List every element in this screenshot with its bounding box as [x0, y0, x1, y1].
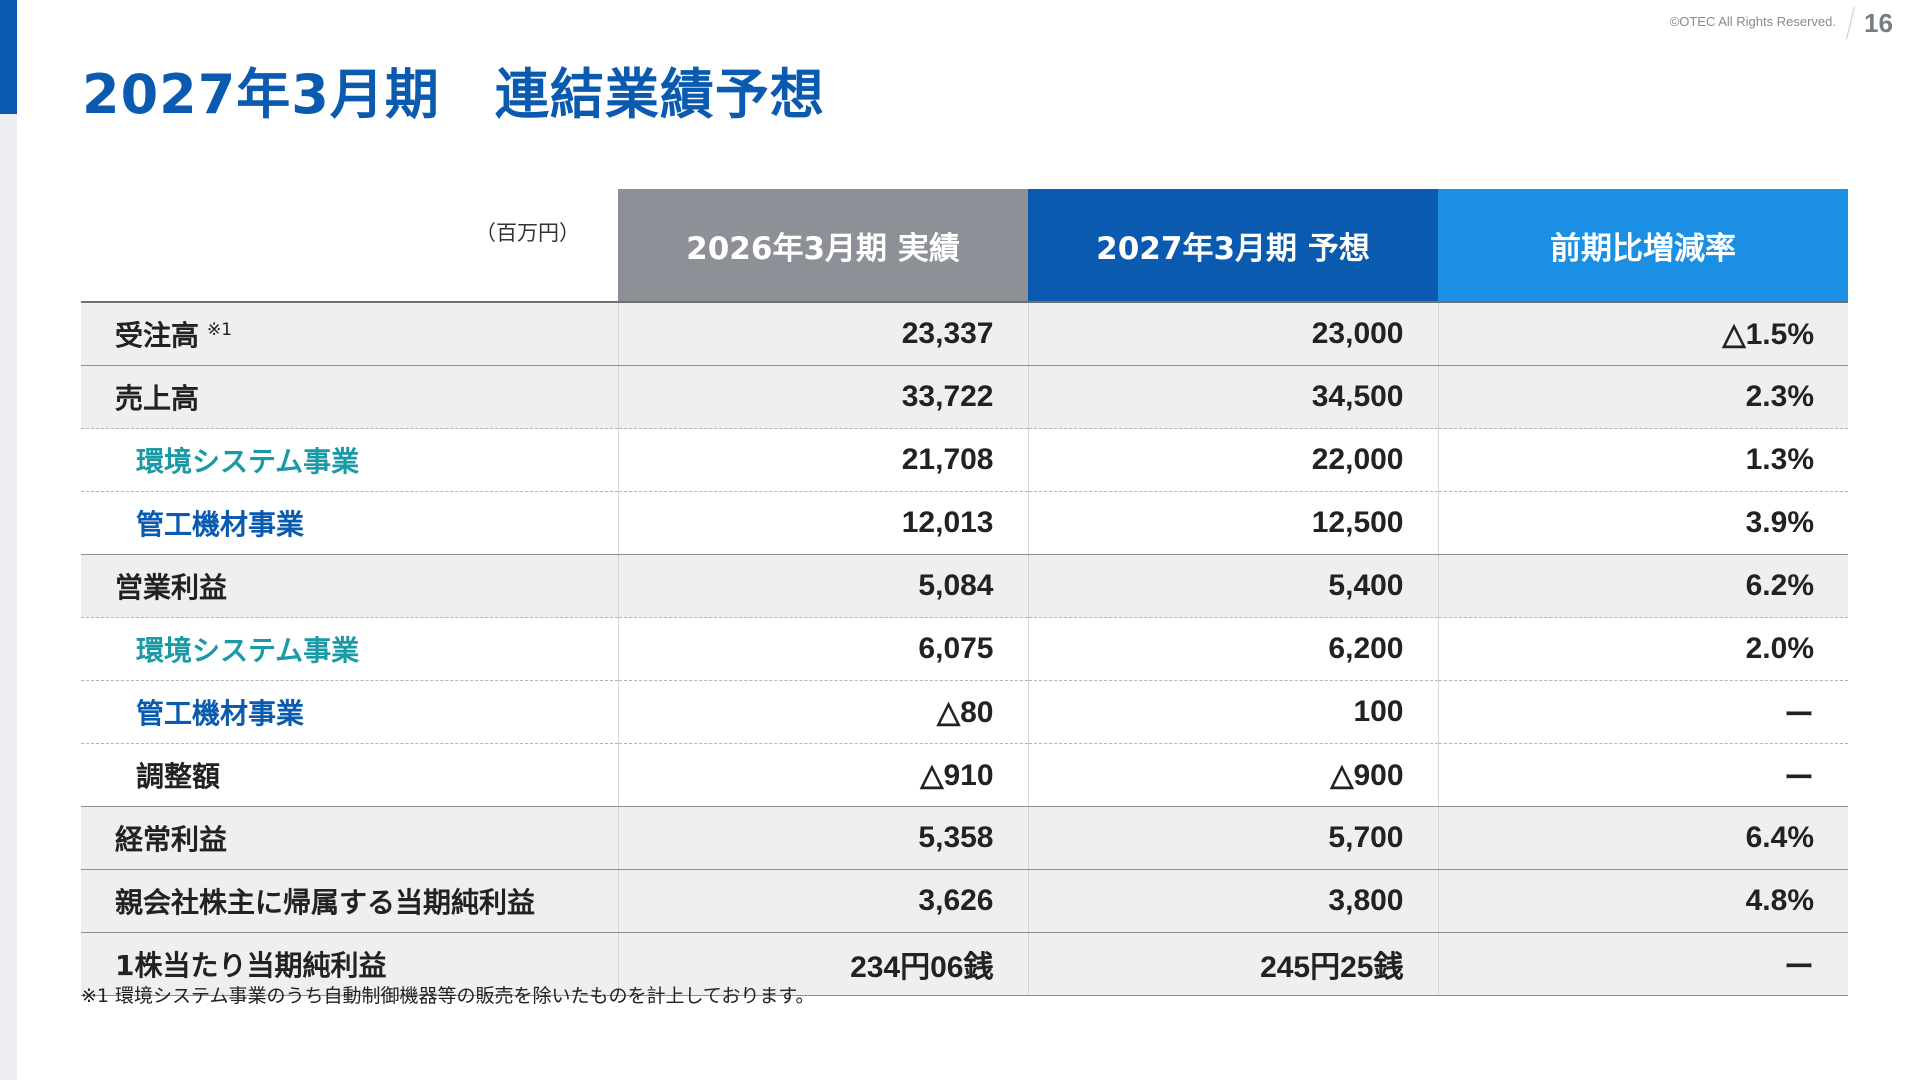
row-ordinary-profit: 経常利益 5,358 5,700 6.4%	[81, 806, 1848, 870]
row-label: 管工機材事業	[81, 491, 618, 555]
row-label: 管工機材事業	[81, 680, 618, 744]
cell-rate: ー	[1437, 743, 1848, 807]
cell-rate: △1.5%	[1437, 302, 1848, 366]
cell-forecast: 100	[1027, 680, 1438, 744]
cell-actual: 12,013	[617, 491, 1028, 555]
cell-forecast: 22,000	[1027, 428, 1438, 492]
cell-rate: 3.9%	[1437, 491, 1848, 555]
cell-rate: 6.2%	[1437, 554, 1848, 618]
cell-actual: 234円06銭	[617, 932, 1028, 996]
footnote: ※1 環境システム事業のうち自動制御機器等の販売を除いたものを計上しております。	[81, 985, 815, 1007]
row-op-environment: 環境システム事業 6,075 6,200 2.0%	[81, 617, 1848, 681]
table-header-row: （百万円） 2026年3月期 実績 2027年3月期 予想 前期比増減率	[81, 189, 1848, 303]
cell-actual: 5,358	[617, 806, 1028, 870]
row-orders: 受注高 ※1 23,337 23,000 △1.5%	[81, 302, 1848, 366]
page-title: 2027年3月期 連結業績予想	[82, 63, 825, 126]
cell-actual: 21,708	[617, 428, 1028, 492]
row-label: 親会社株主に帰属する当期純利益	[81, 869, 618, 933]
cell-rate: 6.4%	[1437, 806, 1848, 870]
row-label: 経常利益	[81, 806, 618, 870]
unit-label: （百万円）	[81, 189, 618, 303]
cell-forecast: 23,000	[1027, 302, 1438, 366]
column-header-rate: 前期比増減率	[1438, 189, 1848, 303]
cell-forecast: △900	[1027, 743, 1438, 807]
header-divider	[1845, 6, 1856, 40]
cell-forecast: 5,400	[1027, 554, 1438, 618]
cell-actual: 23,337	[617, 302, 1028, 366]
row-op-pipe: 管工機材事業 △80 100 ー	[81, 680, 1848, 744]
cell-forecast: 12,500	[1027, 491, 1438, 555]
cell-actual: △910	[617, 743, 1028, 807]
row-sales-pipe: 管工機材事業 12,013 12,500 3.9%	[81, 491, 1848, 555]
row-sales: 売上高 33,722 34,500 2.3%	[81, 365, 1848, 429]
cell-rate: 1.3%	[1437, 428, 1848, 492]
row-net-income: 親会社株主に帰属する当期純利益 3,626 3,800 4.8%	[81, 869, 1848, 933]
brand-accent-bar	[0, 0, 17, 114]
cell-rate: 4.8%	[1437, 869, 1848, 933]
cell-actual: △80	[617, 680, 1028, 744]
row-label: 環境システム事業	[81, 428, 618, 492]
cell-actual: 6,075	[617, 617, 1028, 681]
cell-forecast: 34,500	[1027, 365, 1438, 429]
row-operating-profit: 営業利益 5,084 5,400 6.2%	[81, 554, 1848, 618]
row-label-text: 受注高	[115, 319, 200, 352]
cell-forecast: 5,700	[1027, 806, 1438, 870]
row-label: 受注高 ※1	[81, 302, 618, 366]
cell-rate: 2.3%	[1437, 365, 1848, 429]
cell-forecast: 6,200	[1027, 617, 1438, 681]
cell-actual: 3,626	[617, 869, 1028, 933]
cell-forecast: 245円25銭	[1027, 932, 1438, 996]
cell-actual: 5,084	[617, 554, 1028, 618]
cell-rate: 2.0%	[1437, 617, 1848, 681]
row-sales-environment: 環境システム事業 21,708 22,000 1.3%	[81, 428, 1848, 492]
copyright-text: ©OTEC All Rights Reserved.	[1669, 14, 1836, 29]
row-label: 環境システム事業	[81, 617, 618, 681]
row-adjustment: 調整額 △910 △900 ー	[81, 743, 1848, 807]
cell-rate: ー	[1437, 932, 1848, 996]
column-header-forecast: 2027年3月期 予想	[1028, 189, 1438, 303]
row-label: 1株当たり当期純利益	[81, 932, 618, 996]
row-label: 売上高	[81, 365, 618, 429]
left-gutter	[0, 0, 17, 1080]
cell-actual: 33,722	[617, 365, 1028, 429]
cell-rate: ー	[1437, 680, 1848, 744]
row-label: 調整額	[81, 743, 618, 807]
page-number: 16	[1864, 8, 1893, 38]
forecast-table: （百万円） 2026年3月期 実績 2027年3月期 予想 前期比増減率 受注高…	[81, 189, 1848, 996]
row-eps: 1株当たり当期純利益 234円06銭 245円25銭 ー	[81, 932, 1848, 996]
footnote-marker: ※1	[207, 320, 233, 340]
cell-forecast: 3,800	[1027, 869, 1438, 933]
row-label: 営業利益	[81, 554, 618, 618]
column-header-actual: 2026年3月期 実績	[618, 189, 1028, 303]
